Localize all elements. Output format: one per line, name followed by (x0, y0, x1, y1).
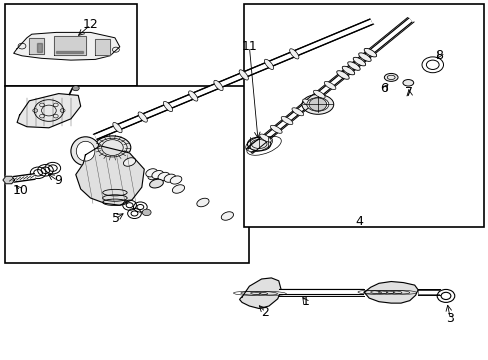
Ellipse shape (196, 198, 209, 207)
Ellipse shape (239, 70, 248, 80)
Text: 6: 6 (380, 82, 387, 95)
Ellipse shape (138, 112, 147, 122)
Ellipse shape (264, 59, 273, 69)
Bar (5, 4, 137, 86)
Ellipse shape (188, 91, 198, 101)
Ellipse shape (158, 172, 169, 180)
Text: 5: 5 (112, 212, 120, 225)
Ellipse shape (149, 179, 163, 188)
Circle shape (308, 98, 326, 111)
Ellipse shape (302, 99, 314, 107)
Polygon shape (95, 39, 110, 55)
Ellipse shape (172, 185, 184, 193)
Polygon shape (364, 282, 417, 303)
Bar (244, 4, 483, 227)
Circle shape (72, 86, 79, 91)
Ellipse shape (164, 174, 175, 182)
Ellipse shape (336, 71, 348, 79)
Circle shape (142, 209, 151, 216)
Text: 2: 2 (261, 306, 269, 319)
Ellipse shape (342, 66, 354, 75)
Ellipse shape (270, 125, 282, 133)
Text: 12: 12 (82, 18, 98, 31)
Ellipse shape (289, 49, 298, 59)
Polygon shape (17, 94, 81, 128)
Text: 10: 10 (13, 184, 28, 197)
Text: 8: 8 (434, 49, 442, 62)
Ellipse shape (259, 134, 271, 142)
Polygon shape (76, 146, 144, 205)
Ellipse shape (281, 117, 292, 125)
Ellipse shape (291, 108, 303, 116)
Text: 9: 9 (54, 174, 61, 187)
Polygon shape (54, 36, 85, 55)
Ellipse shape (352, 57, 365, 66)
Polygon shape (37, 43, 41, 52)
Ellipse shape (247, 137, 270, 151)
Polygon shape (14, 32, 120, 60)
Ellipse shape (145, 169, 157, 177)
Ellipse shape (402, 80, 413, 86)
Ellipse shape (76, 141, 95, 161)
Ellipse shape (71, 137, 100, 166)
Ellipse shape (94, 136, 131, 159)
Text: 4: 4 (355, 215, 363, 228)
Text: 11: 11 (241, 40, 257, 53)
Ellipse shape (347, 62, 360, 70)
Text: 7: 7 (405, 86, 412, 99)
Ellipse shape (147, 171, 160, 180)
Bar (5, 86, 249, 263)
Ellipse shape (364, 48, 376, 57)
Ellipse shape (302, 94, 333, 114)
Ellipse shape (384, 73, 397, 81)
Polygon shape (239, 278, 281, 309)
Ellipse shape (221, 212, 233, 220)
Ellipse shape (170, 176, 182, 184)
Polygon shape (3, 176, 15, 184)
Text: 3: 3 (446, 312, 453, 325)
Ellipse shape (358, 53, 370, 62)
Ellipse shape (123, 158, 136, 166)
Ellipse shape (313, 90, 325, 98)
Ellipse shape (163, 102, 172, 112)
Ellipse shape (306, 98, 328, 111)
Text: 1: 1 (301, 295, 309, 308)
Ellipse shape (324, 81, 335, 90)
Ellipse shape (152, 171, 163, 179)
Ellipse shape (113, 122, 122, 133)
Ellipse shape (213, 80, 223, 91)
Polygon shape (29, 38, 44, 54)
Polygon shape (56, 51, 83, 53)
